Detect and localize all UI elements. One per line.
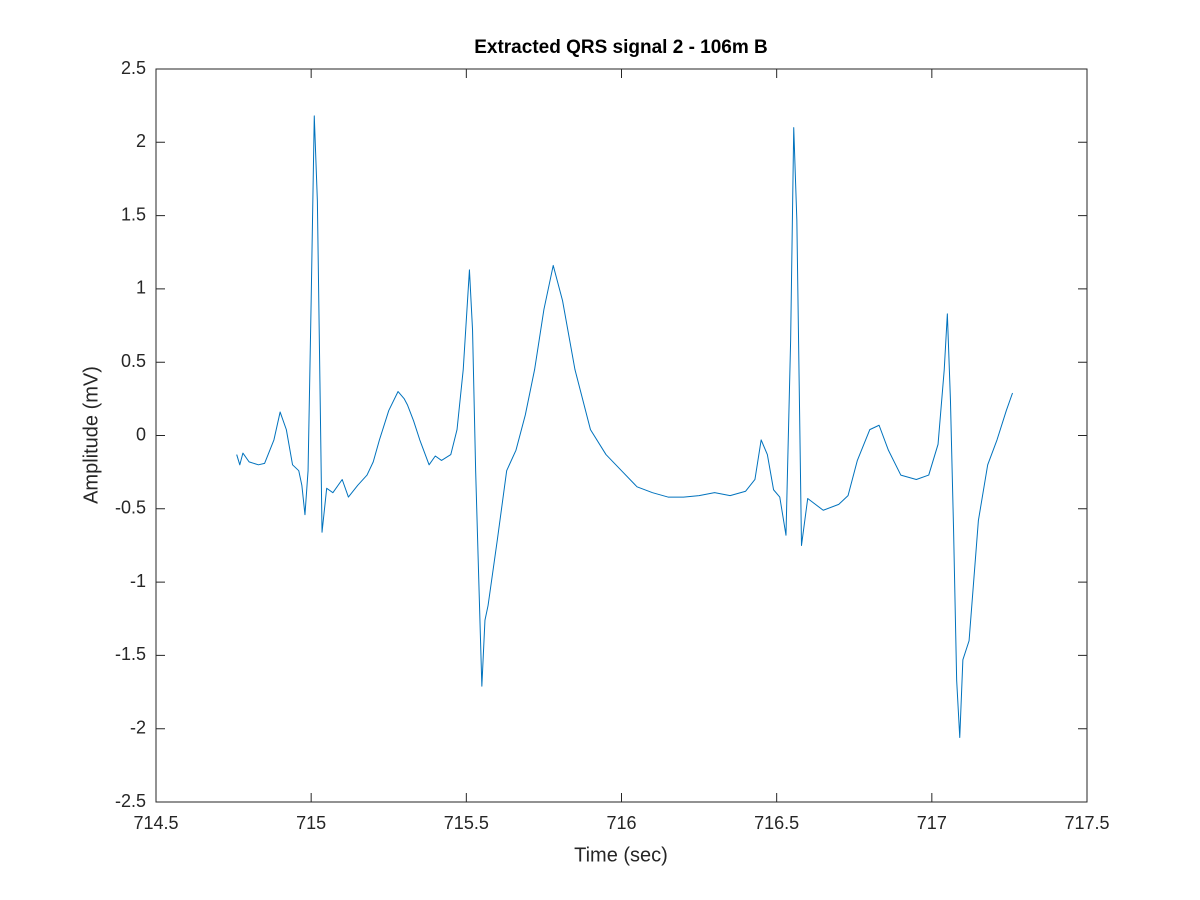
x-tick-label: 714.5 bbox=[133, 813, 178, 833]
y-axis-label: Amplitude (mV) bbox=[80, 366, 102, 504]
y-tick-label: -2.5 bbox=[115, 791, 146, 811]
x-tick-label: 716.5 bbox=[754, 813, 799, 833]
x-tick-label: 715.5 bbox=[444, 813, 489, 833]
y-tick-label: -1.5 bbox=[115, 644, 146, 664]
y-tick-label: 0 bbox=[136, 424, 146, 444]
y-tick-label: 1 bbox=[136, 278, 146, 298]
chart-title: Extracted QRS signal 2 - 106m B bbox=[474, 37, 768, 58]
y-tick-label: 1.5 bbox=[121, 204, 146, 224]
y-tick-label: -2 bbox=[130, 717, 146, 737]
x-tick-label: 717 bbox=[917, 813, 947, 833]
x-tick-label: 717.5 bbox=[1064, 813, 1109, 833]
y-tick-label: 2 bbox=[136, 131, 146, 151]
x-axis-label: Time (sec) bbox=[574, 844, 668, 866]
line-series bbox=[236, 115, 1013, 738]
x-tick-label: 715 bbox=[296, 813, 326, 833]
y-tick-label: 0.5 bbox=[121, 351, 146, 371]
x-tick-label: 716 bbox=[606, 813, 636, 833]
y-tick-label: -1 bbox=[130, 571, 146, 591]
y-tick-label: -0.5 bbox=[115, 498, 146, 518]
y-tick-label: 2.5 bbox=[121, 58, 146, 78]
